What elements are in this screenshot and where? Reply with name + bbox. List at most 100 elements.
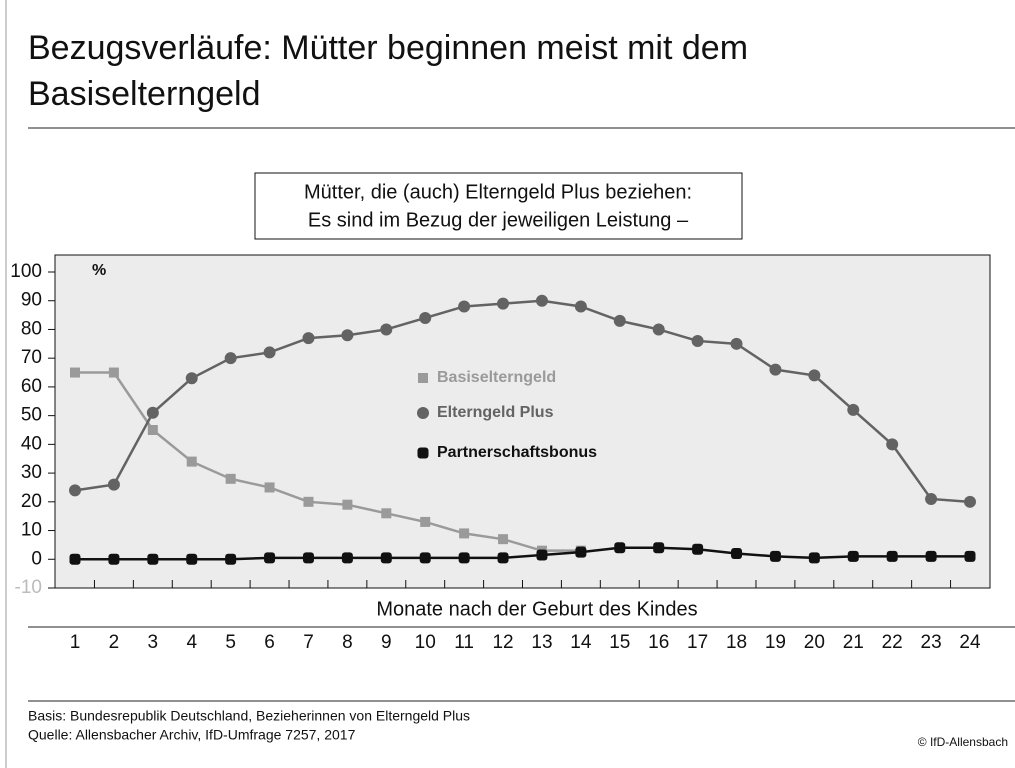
x-tick-label: 7: [303, 632, 314, 653]
legend-label: Partnerschaftsbonus: [437, 444, 597, 461]
point: [147, 425, 158, 435]
x-tick-label: 20: [804, 632, 825, 653]
point: [614, 542, 626, 554]
point: [652, 323, 665, 336]
point: [69, 553, 81, 565]
x-tick-label: 5: [225, 632, 236, 653]
point: [107, 478, 120, 491]
x-tick-label: 12: [492, 632, 513, 653]
point: [808, 552, 820, 564]
x-tick-label: 2: [109, 632, 120, 653]
point: [497, 552, 509, 564]
subtitle-box: [254, 172, 743, 240]
point: [146, 406, 159, 419]
y-tick-label: 40: [21, 433, 42, 454]
legend-label: Elterngeld Plus: [437, 404, 554, 421]
point: [342, 499, 353, 510]
series-line: [74, 299, 971, 504]
point: [147, 553, 159, 565]
x-tick-label: 1: [70, 632, 81, 653]
point: [108, 367, 119, 378]
point: [730, 337, 743, 350]
point: [964, 495, 976, 508]
y-tick-label: 80: [21, 318, 42, 339]
point: [769, 550, 781, 562]
x-tick-label: 10: [415, 632, 436, 653]
point: [341, 329, 354, 342]
x-tick-label: 23: [921, 632, 942, 653]
point: [341, 552, 353, 564]
x-tick-label: 24: [959, 632, 981, 653]
point: [497, 297, 510, 310]
legend-marker: [417, 447, 429, 459]
point: [536, 549, 548, 561]
legend-label: Basiselterngeld: [437, 369, 556, 386]
subtitle: Es sind im Bezug der jeweiligen Leistung…: [308, 209, 689, 231]
footnote: Quelle: Allensbacher Archiv, IfD-Umfrage…: [28, 727, 356, 743]
y-tick-label: 70: [21, 347, 42, 368]
point: [535, 294, 548, 307]
x-tick-label: 4: [186, 632, 197, 653]
point: [69, 484, 81, 497]
x-tick-label: 6: [264, 632, 275, 653]
x-tick-label: 22: [882, 632, 903, 653]
subtitle: Mütter, die (auch) Elterngeld Plus bezie…: [304, 181, 692, 203]
x-tick-label: 3: [148, 632, 159, 653]
point: [224, 352, 237, 365]
point: [574, 300, 587, 313]
point: [419, 311, 432, 324]
x-tick-label: 16: [648, 632, 669, 653]
x-tick-label: 9: [381, 632, 392, 653]
x-axis-label: Monate nach der Geburt des Kindes: [376, 598, 697, 620]
point: [264, 552, 276, 564]
y-unit: %: [92, 262, 106, 279]
point: [808, 369, 821, 382]
x-tick-label: 21: [843, 632, 864, 653]
series-line: [75, 546, 970, 561]
y-tick-label: 20: [21, 491, 42, 512]
legend-marker: [418, 373, 428, 383]
point: [964, 550, 976, 562]
point: [225, 473, 236, 484]
point: [381, 508, 392, 519]
point: [847, 403, 860, 416]
point: [302, 552, 314, 564]
plot-area: [54, 254, 991, 589]
point: [886, 438, 899, 451]
point: [420, 516, 431, 527]
point: [380, 552, 392, 564]
point: [186, 553, 198, 565]
point: [613, 314, 626, 327]
y-tick-label: -10: [15, 577, 42, 598]
point: [225, 553, 237, 565]
point: [108, 553, 120, 565]
x-tick-label: 15: [609, 632, 630, 653]
footnote: Basis: Bundesrepublik Deutschland, Bezie…: [28, 708, 470, 724]
point: [653, 542, 665, 554]
point: [458, 552, 470, 564]
point: [847, 550, 859, 562]
y-tick-label: 100: [10, 261, 42, 282]
point: [575, 546, 587, 558]
series-line: [75, 371, 581, 552]
x-tick-label: 14: [570, 632, 592, 653]
chart-title: Basiselterngeld: [28, 75, 260, 113]
point: [925, 492, 938, 505]
y-tick-label: 10: [21, 520, 42, 541]
legend-marker: [417, 407, 429, 419]
x-tick-label: 8: [342, 632, 353, 653]
y-tick-label: 0: [31, 548, 42, 569]
y-tick-label: 90: [21, 290, 42, 311]
point: [380, 323, 393, 336]
point: [264, 482, 275, 493]
point: [769, 363, 782, 376]
point: [302, 332, 315, 345]
point: [459, 528, 470, 539]
point: [303, 496, 314, 507]
point: [458, 300, 471, 313]
y-tick-label: 60: [21, 376, 42, 397]
x-tick-label: 19: [765, 632, 786, 653]
point: [185, 372, 198, 385]
x-tick-label: 17: [687, 632, 708, 653]
